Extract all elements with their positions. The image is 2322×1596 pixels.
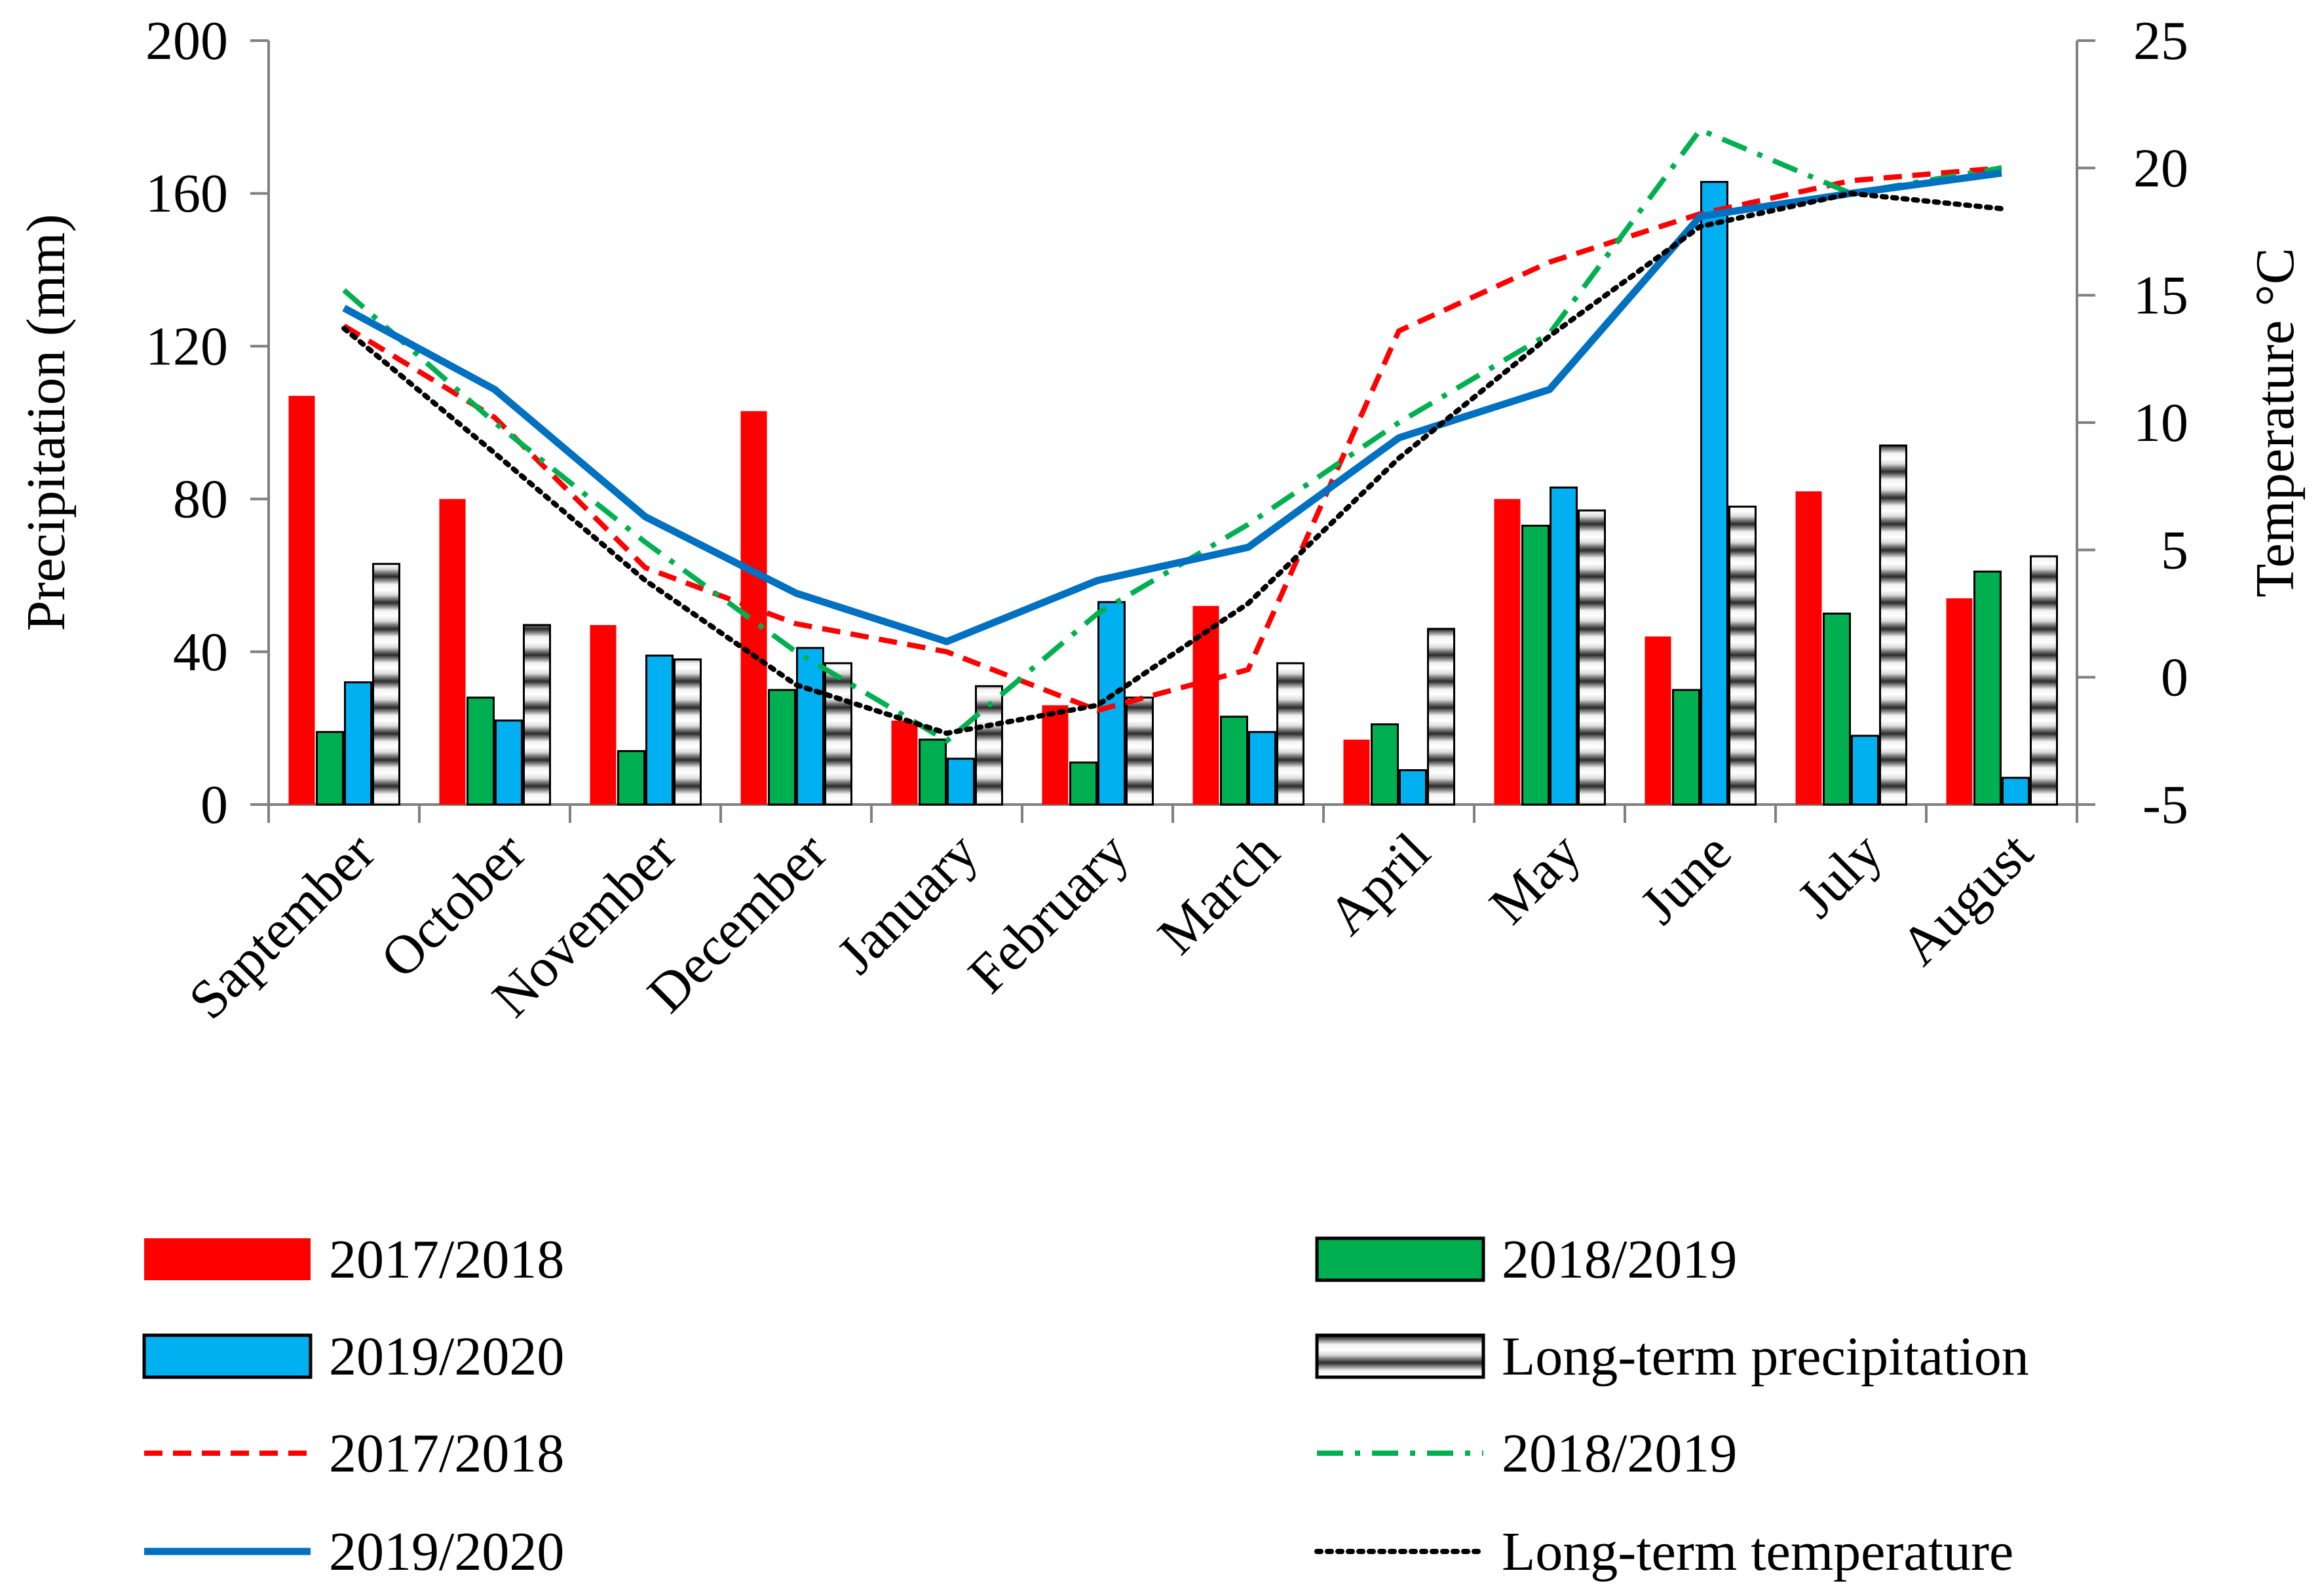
bar bbox=[1946, 598, 1973, 805]
bars bbox=[288, 181, 2058, 806]
bar bbox=[2030, 555, 2058, 806]
bar bbox=[768, 689, 796, 806]
legend: 2017/2018 2018/2019 2019/2020 Long-term pre… bbox=[142, 1229, 2029, 1582]
bar bbox=[1399, 769, 1427, 806]
legend-label: 2019/2020 bbox=[329, 1521, 564, 1582]
bar bbox=[1220, 715, 1248, 806]
bar bbox=[590, 624, 617, 805]
legend-swatch bbox=[1315, 1236, 1485, 1282]
series-line bbox=[342, 169, 2002, 645]
left-tick-label: 120 bbox=[145, 316, 228, 377]
legend-label: 2019/2020 bbox=[329, 1326, 564, 1387]
bar bbox=[1343, 739, 1370, 805]
legend-label: 2017/2018 bbox=[329, 1423, 564, 1484]
bar bbox=[1427, 628, 1455, 806]
bar bbox=[2002, 776, 2030, 806]
bar bbox=[1578, 509, 1606, 806]
bar bbox=[439, 499, 466, 805]
right-tick-label: 10 bbox=[2133, 392, 2188, 453]
bar bbox=[796, 647, 824, 806]
bar bbox=[891, 720, 918, 805]
bar bbox=[1973, 570, 2002, 806]
bar bbox=[372, 563, 400, 806]
left-tick-label: 200 bbox=[145, 10, 228, 71]
axis-labels: 0 40 80 120 160 200 -5 0 5 10 15 20 25 Precipitation … bbox=[16, 10, 2306, 1031]
bar bbox=[1823, 613, 1851, 806]
legend-label: 2017/2018 bbox=[329, 1229, 564, 1290]
bar bbox=[1494, 499, 1521, 805]
bar bbox=[1795, 491, 1822, 805]
legend-swatch bbox=[1315, 1333, 1485, 1379]
bar bbox=[645, 655, 674, 806]
lines bbox=[341, 127, 2004, 744]
right-axis-title: Temperature °C bbox=[2245, 248, 2306, 598]
bar bbox=[824, 662, 852, 806]
legend-label: Long-term precipitation bbox=[1502, 1326, 2029, 1387]
bar bbox=[523, 624, 551, 806]
left-axis-title: Precipitation (mm) bbox=[16, 214, 77, 632]
month-label: June bbox=[1629, 822, 1743, 936]
legend-label: Long-term temperature bbox=[1502, 1521, 2013, 1582]
series-line bbox=[342, 127, 2002, 744]
bar bbox=[1728, 505, 1757, 806]
right-tick-label: 5 bbox=[2161, 520, 2188, 580]
right-tick-label: 0 bbox=[2161, 647, 2188, 708]
month-label: July bbox=[1786, 822, 1894, 930]
bar bbox=[1645, 636, 1671, 805]
right-tick-label: -5 bbox=[2142, 774, 2188, 835]
left-tick-label: 0 bbox=[200, 774, 228, 835]
bar bbox=[1851, 734, 1879, 806]
series-line bbox=[342, 165, 2002, 713]
series-line bbox=[341, 191, 2004, 736]
right-tick-label: 15 bbox=[2133, 265, 2188, 326]
month-label: Saptember bbox=[178, 822, 387, 1031]
bar bbox=[316, 731, 344, 806]
right-tick-label: 25 bbox=[2133, 10, 2188, 71]
bar bbox=[919, 738, 947, 806]
left-tick-label: 80 bbox=[173, 469, 228, 530]
bar bbox=[495, 719, 523, 806]
bar bbox=[1069, 761, 1097, 806]
legend-swatch bbox=[144, 1238, 311, 1280]
month-label: April bbox=[1316, 822, 1441, 947]
bar bbox=[466, 696, 495, 806]
month-label: August bbox=[1889, 822, 2044, 977]
bar bbox=[1276, 662, 1304, 806]
axes bbox=[250, 39, 2095, 823]
month-label: May bbox=[1478, 822, 1593, 936]
right-tick-label: 20 bbox=[2133, 138, 2188, 199]
bar bbox=[1126, 696, 1154, 806]
bar bbox=[1550, 486, 1578, 806]
month-label: March bbox=[1147, 822, 1291, 966]
bar bbox=[1672, 689, 1700, 806]
bar bbox=[1521, 524, 1550, 806]
bar bbox=[1042, 705, 1069, 805]
bar bbox=[288, 396, 315, 805]
bar bbox=[674, 658, 702, 806]
bar bbox=[1879, 444, 1907, 806]
bar bbox=[1700, 181, 1728, 806]
bar bbox=[344, 681, 372, 806]
month-label: February bbox=[957, 822, 1140, 1005]
left-tick-label: 160 bbox=[145, 163, 228, 224]
bar bbox=[617, 750, 645, 806]
bar bbox=[1371, 723, 1399, 806]
bar bbox=[947, 757, 975, 806]
legend-label: 2018/2019 bbox=[1502, 1229, 1737, 1290]
left-tick-label: 40 bbox=[173, 622, 228, 683]
legend-label: 2018/2019 bbox=[1502, 1423, 1737, 1484]
legend-swatch bbox=[142, 1333, 313, 1379]
bar bbox=[1248, 731, 1276, 806]
